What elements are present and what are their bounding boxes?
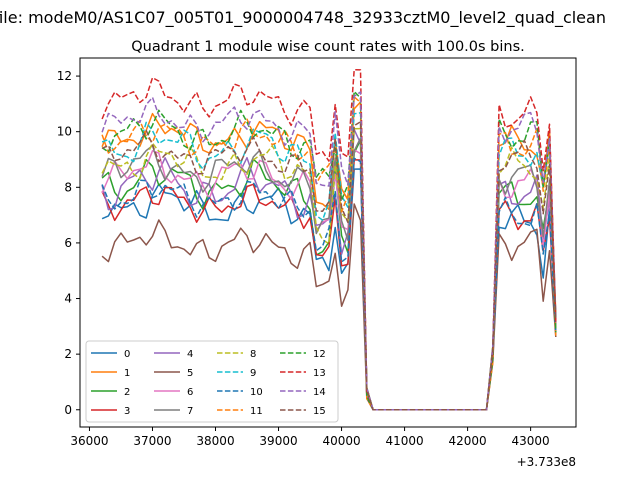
x-axis: 36000 37000 38000 39000 40000 41000 42000 43000 — [70, 427, 550, 448]
x-tick-label: 38000 — [196, 434, 234, 448]
x-tick-label: 39000 — [259, 434, 297, 448]
chart-title: Quadrant 1 module wise count rates with … — [131, 39, 525, 55]
y-axis: 0 2 4 6 8 10 12 — [57, 69, 80, 417]
series-line-14 — [101, 91, 557, 411]
legend-label-1: 1 — [124, 368, 130, 379]
y-tick-label: 4 — [64, 292, 72, 306]
x-tick-label: 41000 — [385, 434, 423, 448]
x-tick-label: 36000 — [70, 434, 108, 448]
legend-label-2: 2 — [124, 387, 130, 398]
legend-label-11: 11 — [250, 406, 263, 417]
legend-label-7: 7 — [187, 406, 193, 417]
legend-label-10: 10 — [250, 387, 263, 398]
y-tick-label: 2 — [64, 347, 72, 361]
legend-label-6: 6 — [187, 387, 193, 398]
legend-label-15: 15 — [313, 406, 326, 417]
y-tick-label: 10 — [57, 125, 72, 139]
x-offset-label: +3.733e8 — [517, 455, 576, 469]
x-tick-label: 43000 — [512, 434, 550, 448]
x-tick-label: 40000 — [322, 434, 360, 448]
legend-label-14: 14 — [313, 387, 326, 398]
series-line-15 — [101, 121, 557, 411]
legend-label-5: 5 — [187, 368, 193, 379]
figure-supertitle: n file: modeM0/AS1C07_005T01_9000004748_… — [0, 8, 606, 27]
legend-label-9: 9 — [250, 368, 256, 379]
legend-label-3: 3 — [124, 406, 130, 417]
y-tick-label: 0 — [64, 403, 72, 417]
y-tick-label: 12 — [57, 69, 72, 83]
y-tick-label: 6 — [64, 236, 72, 250]
y-tick-label: 8 — [64, 180, 72, 194]
series-layer — [101, 68, 557, 411]
legend-box — [85, 340, 339, 423]
legend-label-13: 13 — [313, 368, 326, 379]
legend-label-12: 12 — [313, 349, 326, 360]
x-tick-label: 37000 — [133, 434, 171, 448]
legend-label-8: 8 — [250, 349, 256, 360]
legend-label-4: 4 — [187, 349, 193, 360]
legend-label-0: 0 — [124, 349, 130, 360]
x-tick-label: 42000 — [449, 434, 487, 448]
